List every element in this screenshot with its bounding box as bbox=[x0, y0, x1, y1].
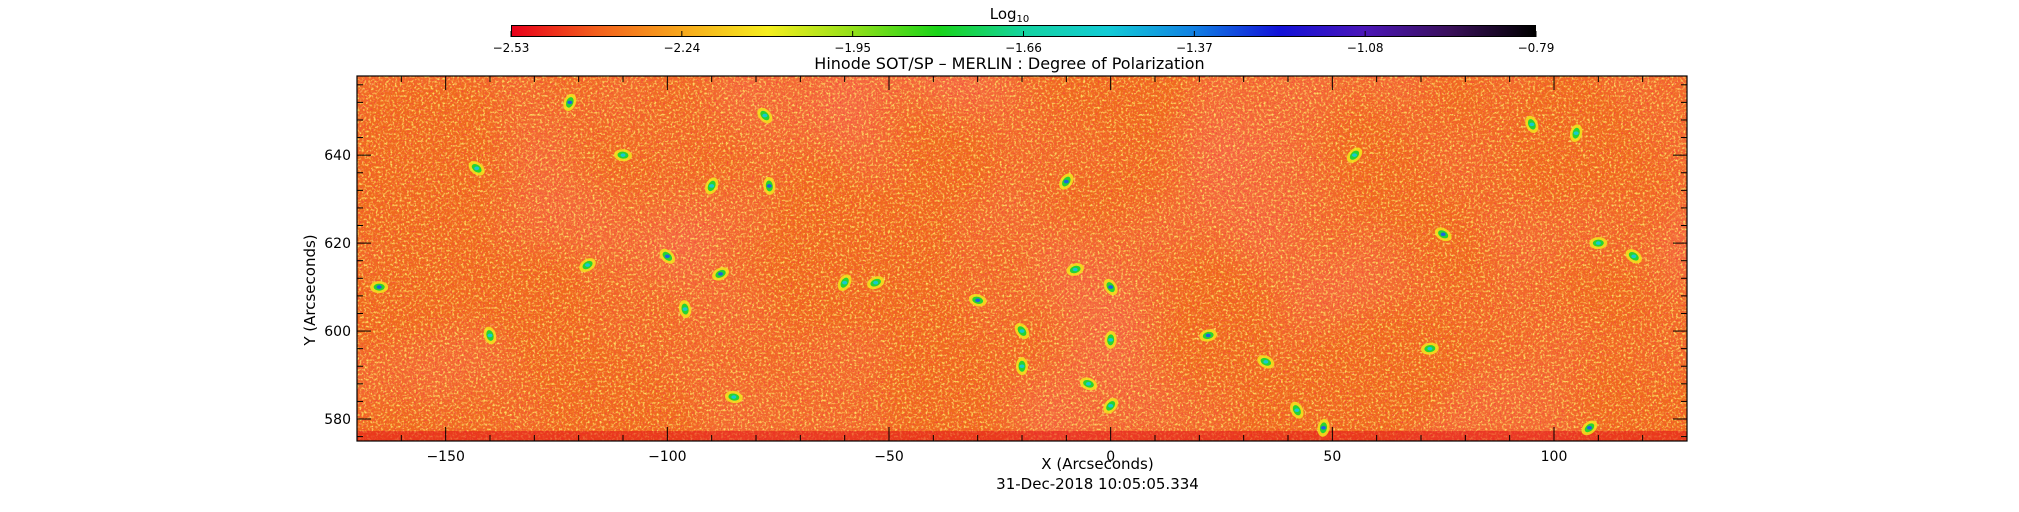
x-axis-label: X (Arcseconds) bbox=[1041, 455, 1154, 473]
magnetic-patch bbox=[483, 326, 497, 345]
x-tick-label: −100 bbox=[648, 449, 686, 465]
y-axis-label: Y (Arcseconds) bbox=[301, 234, 319, 346]
colorbar-tick-label: −0.79 bbox=[1518, 41, 1555, 55]
magnetic-patch bbox=[1346, 147, 1363, 163]
y-tick-label: 600 bbox=[324, 324, 351, 340]
axes: −150 −100 −50 0 50 100 580 600 620 640 bbox=[324, 76, 1688, 465]
magnetic-patch bbox=[1079, 377, 1098, 391]
magnetic-patch bbox=[724, 390, 743, 404]
y-tick-label: 580 bbox=[324, 412, 351, 428]
magnetic-patch bbox=[1104, 330, 1117, 349]
magnetic-patch bbox=[1059, 173, 1074, 190]
x-tick-label: −50 bbox=[874, 449, 904, 465]
magnetic-patch bbox=[1434, 227, 1452, 242]
colorbar-title: Log10 bbox=[989, 5, 1030, 25]
magnetic-patch bbox=[837, 274, 852, 291]
magnetic-patch bbox=[1103, 278, 1118, 296]
magnetic-patch bbox=[763, 176, 776, 195]
x-tick-label: 100 bbox=[1541, 449, 1568, 465]
plot-area bbox=[357, 76, 1687, 441]
magnetic-patch bbox=[659, 248, 676, 264]
magnetic-patch bbox=[1015, 357, 1029, 376]
magnetic-patch bbox=[704, 177, 719, 195]
colorbar-tick-label: −1.37 bbox=[1176, 41, 1213, 55]
magnetic-patch bbox=[1525, 115, 1539, 133]
magnetic-patch bbox=[678, 300, 692, 318]
magnetic-patch bbox=[579, 258, 596, 273]
magnetic-patch bbox=[1420, 342, 1439, 355]
magnetic-patch bbox=[370, 281, 389, 294]
colorbar-tick-label: −2.53 bbox=[493, 41, 530, 55]
magnetic-patch bbox=[468, 161, 485, 176]
magnetic-patch bbox=[867, 276, 885, 290]
x-tick-label: 50 bbox=[1323, 449, 1341, 465]
magnetic-patch bbox=[1581, 420, 1598, 436]
magnetic-patch bbox=[1569, 124, 1583, 143]
timestamp: 31-Dec-2018 10:05:05.334 bbox=[996, 475, 1199, 493]
plot-title: Hinode SOT/SP – MERLIN : Degree of Polar… bbox=[814, 54, 1205, 73]
colorbar-tick-label: −1.66 bbox=[1005, 41, 1042, 55]
magnetic-patch bbox=[1625, 249, 1642, 264]
colorbar-tick-label: −1.08 bbox=[1347, 41, 1384, 55]
magnetic-patch bbox=[1257, 355, 1275, 369]
magnetic-patch bbox=[1199, 329, 1218, 342]
magnetic-patch bbox=[1317, 418, 1330, 437]
magnetic-patch bbox=[968, 294, 987, 307]
colorbar-tick-label: −2.24 bbox=[663, 41, 700, 55]
heatmap-grain-red-layer bbox=[357, 76, 1687, 441]
magnetic-patches bbox=[370, 93, 1642, 437]
colorbar-ticks: −2.53 −2.24 −1.95 −1.66 −1.37 −1.08 −0.79 bbox=[493, 31, 1555, 55]
magnetic-patch bbox=[1290, 401, 1304, 419]
magnetic-patch bbox=[757, 107, 773, 124]
x-tick-label: 0 bbox=[1106, 449, 1115, 465]
magnetic-patch bbox=[563, 93, 577, 112]
magnetic-patch bbox=[712, 267, 730, 281]
magnetic-patch bbox=[1014, 323, 1030, 340]
y-tick-label: 620 bbox=[324, 236, 351, 252]
colorbar-tick-label: −1.95 bbox=[834, 41, 871, 55]
y-tick-label: 640 bbox=[324, 148, 351, 164]
magnetic-patch bbox=[614, 149, 632, 162]
x-tick-label: −150 bbox=[426, 449, 464, 465]
magnetic-patch bbox=[1589, 237, 1608, 250]
magnetic-patch bbox=[1103, 397, 1119, 414]
magnetic-patch bbox=[1066, 263, 1084, 276]
